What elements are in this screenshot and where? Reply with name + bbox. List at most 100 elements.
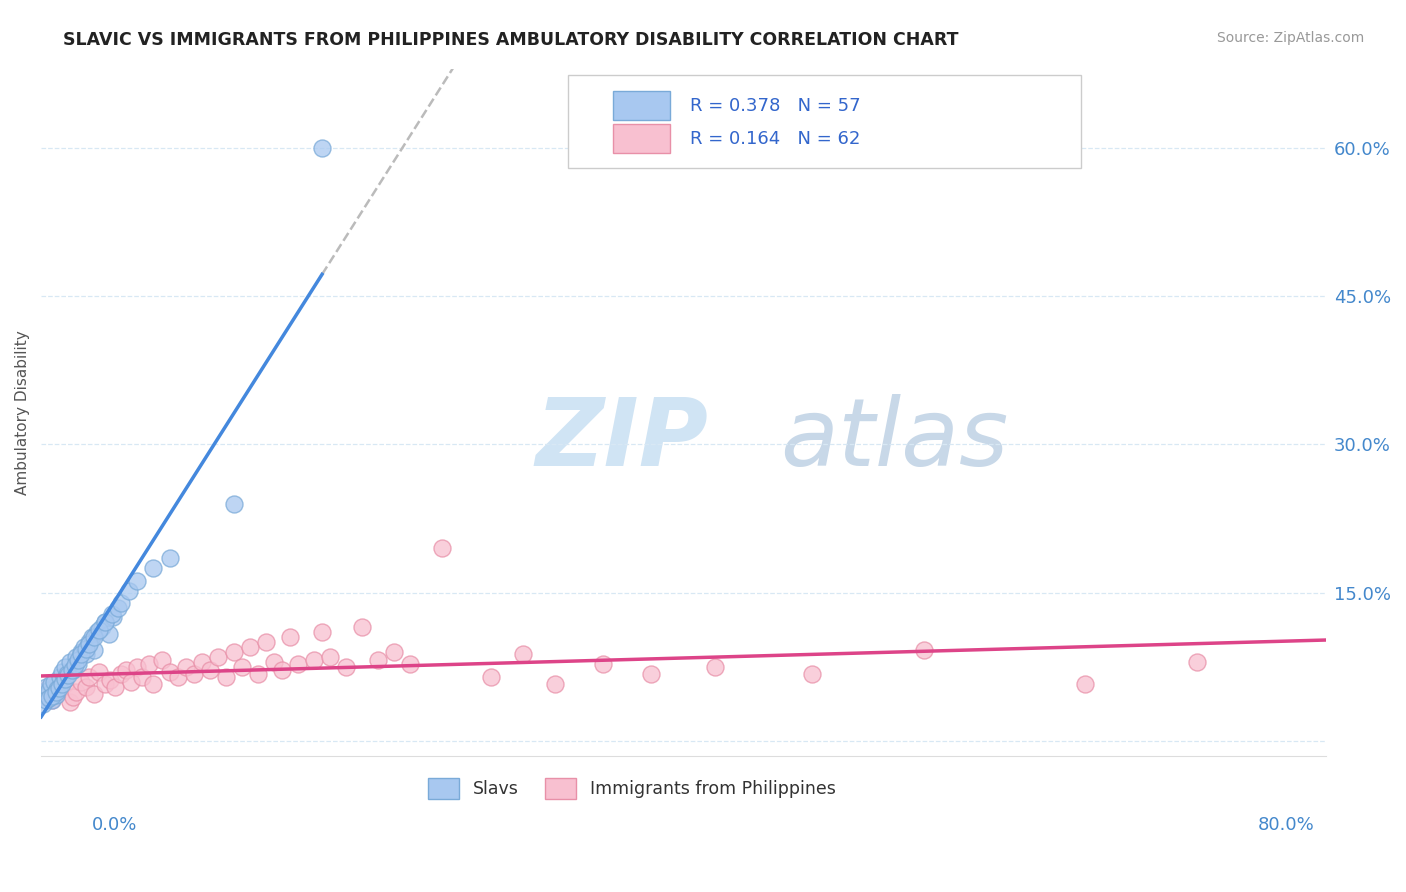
Point (183, 666, 205, 681)
Point (94, 615, 117, 630)
FancyBboxPatch shape (568, 76, 1081, 169)
Point (382, 645, 405, 659)
Point (159, 551, 181, 566)
Point (31, 684, 53, 698)
Point (77, 635, 100, 649)
Point (35, 690, 58, 704)
Point (34, 690, 56, 704)
Point (56, 666, 79, 681)
Point (98, 673, 121, 687)
Point (67, 653, 90, 667)
Point (912, 643, 935, 657)
Point (38, 690, 60, 705)
Legend: Slavs, Immigrants from Philippines: Slavs, Immigrants from Philippines (420, 771, 844, 805)
Text: 0.0%: 0.0% (91, 816, 136, 834)
Point (215, 670, 238, 684)
Point (1185, 655, 1208, 669)
Point (150, 653, 173, 667)
Point (31, 684, 53, 698)
Point (65, 684, 87, 698)
FancyBboxPatch shape (613, 124, 671, 153)
Point (63, 657, 86, 672)
Point (35, 680, 58, 694)
Point (110, 666, 132, 681)
Point (58, 668, 80, 682)
Point (432, 541, 454, 556)
Point (48, 681, 70, 695)
Point (65, 650, 87, 665)
Point (222, 645, 245, 659)
Text: atlas: atlas (780, 394, 1008, 485)
Point (138, 657, 160, 671)
Point (75, 680, 97, 694)
Point (70, 647, 93, 661)
Point (37, 687, 59, 701)
Point (94, 677, 117, 691)
Point (104, 680, 127, 694)
Point (60, 663, 83, 677)
Point (77, 637, 100, 651)
Point (53, 677, 76, 691)
Point (544, 677, 567, 691)
Text: 80.0%: 80.0% (1258, 816, 1315, 834)
Point (190, 655, 212, 669)
Point (352, 620, 374, 634)
FancyBboxPatch shape (613, 91, 671, 120)
Point (127, 574, 149, 588)
Point (278, 630, 301, 644)
Point (70, 645, 93, 659)
Point (94, 615, 117, 630)
Point (67, 657, 90, 671)
Point (142, 677, 165, 691)
Point (800, 666, 823, 681)
Point (53, 672, 76, 686)
Point (1073, 677, 1095, 691)
Point (45, 684, 67, 698)
Point (82, 630, 104, 644)
Point (83, 643, 105, 657)
Point (31, 697, 53, 711)
Point (399, 657, 422, 671)
Point (49, 682, 72, 697)
Point (302, 653, 325, 667)
Point (49, 670, 72, 684)
Point (512, 647, 534, 661)
Point (239, 640, 262, 654)
Text: ZIP: ZIP (536, 393, 709, 486)
Point (75, 647, 97, 661)
Point (103, 610, 125, 624)
Point (271, 663, 294, 677)
Point (38, 682, 60, 697)
Point (91, 620, 114, 634)
Point (41, 689, 63, 703)
Point (640, 666, 662, 681)
Point (120, 674, 142, 689)
Point (51, 677, 73, 691)
Point (83, 687, 105, 701)
Point (254, 635, 277, 649)
Point (231, 660, 253, 674)
Point (142, 561, 165, 575)
Point (367, 653, 389, 667)
Point (100, 607, 122, 622)
Point (38, 680, 60, 694)
Point (311, 141, 333, 155)
Point (87, 624, 110, 638)
Point (45, 688, 67, 702)
Point (127, 660, 149, 674)
Point (46, 687, 69, 701)
Y-axis label: Ambulatory Disability: Ambulatory Disability (15, 330, 30, 494)
Point (83, 630, 105, 644)
Point (222, 497, 245, 511)
Point (41, 692, 63, 706)
Point (335, 660, 357, 674)
Point (263, 655, 285, 669)
Point (107, 600, 129, 615)
Point (592, 657, 614, 671)
Point (41, 692, 63, 706)
Point (479, 670, 502, 684)
Point (62, 663, 84, 677)
Point (62, 690, 84, 704)
Point (86, 625, 108, 640)
Point (118, 583, 141, 598)
